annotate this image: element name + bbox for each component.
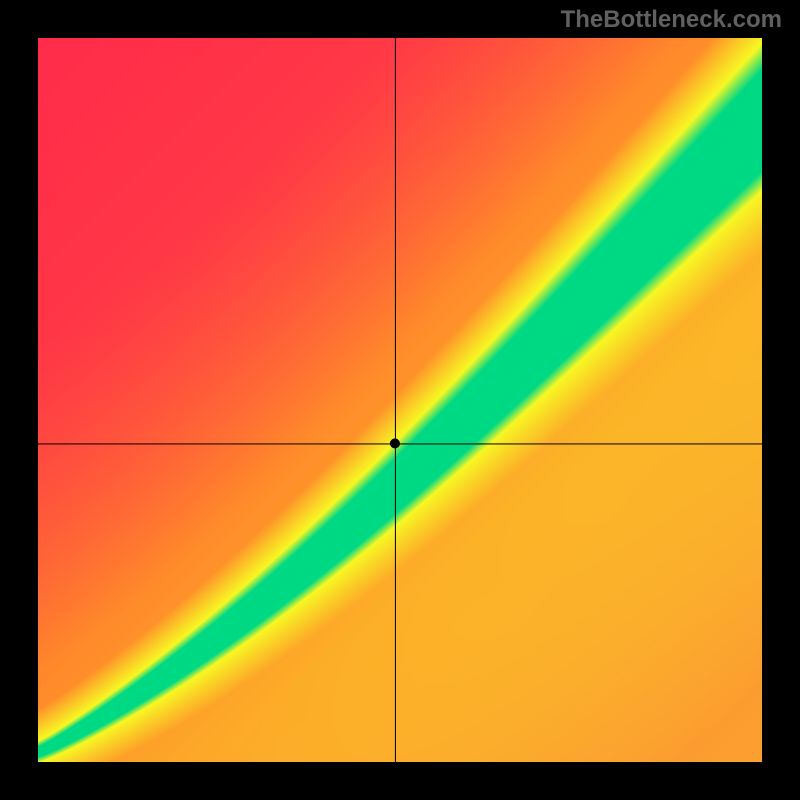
heatmap-canvas-wrap xyxy=(0,0,800,800)
chart-container: TheBottleneck.com xyxy=(0,0,800,800)
watermark-text: TheBottleneck.com xyxy=(561,6,782,34)
heatmap-canvas xyxy=(0,0,800,800)
